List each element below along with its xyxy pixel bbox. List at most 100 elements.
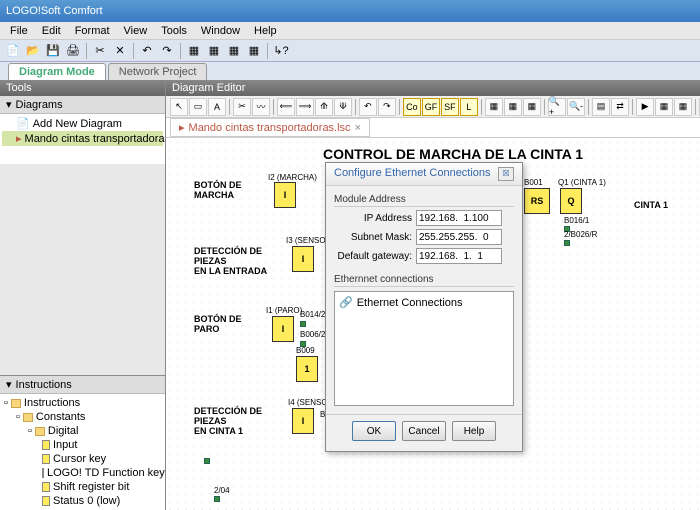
conv-icon[interactable]: ⇄	[611, 98, 629, 116]
menu-window[interactable]: Window	[195, 24, 246, 38]
label-i1: I1 (PARO)	[266, 306, 302, 315]
select-icon[interactable]: ▭	[189, 98, 207, 116]
tool-a-icon[interactable]: ▦	[185, 42, 203, 60]
instr-constants[interactable]: ▫Constants	[2, 410, 163, 424]
tab-diagram-mode[interactable]: Diagram Mode	[8, 63, 106, 80]
redo-icon[interactable]: ↷	[158, 42, 176, 60]
ip-label: IP Address	[334, 213, 412, 224]
tool-b-icon[interactable]: ▦	[205, 42, 223, 60]
label-b016: B016/1	[564, 216, 589, 225]
pointer-icon[interactable]: ↖	[170, 98, 188, 116]
co-icon[interactable]: Co	[403, 98, 421, 116]
instr-status0[interactable]: Status 0 (low)	[2, 494, 163, 508]
text-icon[interactable]: A	[208, 98, 226, 116]
block-i3[interactable]: I	[292, 246, 314, 272]
instr-shift[interactable]: Shift register bit	[2, 480, 163, 494]
block-i4[interactable]: I	[292, 408, 314, 434]
menu-help[interactable]: Help	[248, 24, 283, 38]
g3-icon[interactable]: ▦	[523, 98, 541, 116]
a1-icon[interactable]: ⟸	[277, 98, 295, 116]
ruler-icon[interactable]: 〰	[252, 98, 270, 116]
undo2-icon[interactable]: ↶	[359, 98, 377, 116]
undo-icon[interactable]: ↶	[138, 42, 156, 60]
dialog-title: Configure Ethernet Connections	[334, 167, 491, 181]
editor-toolbar: ↖ ▭ A ✂ 〰 ⟸ ⟹ ⟰ ⟱ ↶ ↷ Co GF SF L ▦ ▦ ▦ 🔍…	[166, 96, 700, 118]
gf-icon[interactable]: GF	[422, 98, 440, 116]
a2-icon[interactable]: ⟹	[296, 98, 314, 116]
page-icon[interactable]: ▤	[592, 98, 610, 116]
menu-format[interactable]: Format	[69, 24, 116, 38]
save-icon[interactable]: 💾	[44, 42, 62, 60]
a3-icon[interactable]: ⟰	[315, 98, 333, 116]
instr-digital[interactable]: ▫Digital	[2, 424, 163, 438]
sf-icon[interactable]: SF	[441, 98, 459, 116]
instr-cursor[interactable]: Cursor key	[2, 452, 163, 466]
a4-icon[interactable]: ⟱	[334, 98, 352, 116]
tab-network-project[interactable]: Network Project	[108, 63, 208, 80]
ok-button[interactable]: OK	[352, 421, 396, 441]
diagrams-header[interactable]: ▾Diagrams	[0, 96, 165, 114]
eth-connections-list[interactable]: 🔗 Ethernet Connections	[334, 291, 514, 406]
help-icon[interactable]: ↳?	[272, 42, 290, 60]
instr-td[interactable]: LOGO! TD Function key	[2, 466, 163, 480]
ip-input[interactable]	[416, 210, 502, 226]
redo2-icon[interactable]: ↷	[378, 98, 396, 116]
block-i1[interactable]: I	[272, 316, 294, 342]
label-b009: B009	[296, 346, 315, 355]
sim-icon[interactable]: ▶	[636, 98, 654, 116]
open-icon[interactable]: 📂	[24, 42, 42, 60]
g1-icon[interactable]: ▦	[485, 98, 503, 116]
menu-edit[interactable]: Edit	[36, 24, 67, 38]
cut-icon[interactable]: ✂	[91, 42, 109, 60]
l-icon[interactable]: L	[460, 98, 478, 116]
tool-d-icon[interactable]: ▦	[245, 42, 263, 60]
network-icon: 🔗	[339, 296, 353, 309]
block-i2[interactable]: I	[274, 182, 296, 208]
label-boton-marcha: BOTÓN DE MARCHA	[194, 180, 242, 200]
zoomout-icon[interactable]: 🔍-	[567, 98, 585, 116]
zoomin-icon[interactable]: 🔍+	[548, 98, 566, 116]
print-icon[interactable]: 🖨	[64, 42, 82, 60]
help-button[interactable]: Help	[452, 421, 496, 441]
block-q1[interactable]: Q	[560, 188, 582, 214]
t1-icon[interactable]: ▦	[655, 98, 673, 116]
editor-header: Diagram Editor	[166, 80, 700, 96]
dialog-title-bar[interactable]: Configure Ethernet Connections ☒	[326, 163, 522, 186]
mask-input[interactable]	[416, 229, 502, 245]
eth-conn-header: Ethernnet connections	[334, 274, 514, 287]
block-b009[interactable]: 1	[296, 356, 318, 382]
menu-file[interactable]: File	[4, 24, 34, 38]
pin-b014	[300, 321, 306, 327]
ethernet-dialog: Configure Ethernet Connections ☒ Module …	[325, 162, 523, 452]
label-deteccion-cinta: DETECCIÓN DE PIEZAS EN CINTA 1	[194, 406, 262, 436]
new-icon[interactable]: 📄	[4, 42, 22, 60]
gateway-label: Default gateway:	[334, 251, 412, 262]
pin-bottom	[204, 458, 210, 464]
label-q1: Q1 (CINTA 1)	[558, 178, 606, 187]
menu-bar: File Edit Format View Tools Window Help	[0, 22, 700, 40]
instr-input[interactable]: Input	[2, 438, 163, 452]
tool-c-icon[interactable]: ▦	[225, 42, 243, 60]
eth-root-item[interactable]: Ethernet Connections	[357, 297, 463, 309]
t2-icon[interactable]: ▦	[674, 98, 692, 116]
cancel-button[interactable]: Cancel	[402, 421, 446, 441]
add-new-diagram[interactable]: 📄Add New Diagram	[2, 116, 163, 131]
close-icon[interactable]: ☒	[498, 167, 514, 181]
diagram-item[interactable]: ▸Mando cintas transportadoras	[2, 131, 163, 146]
file-tab-item[interactable]: ▸Mando cintas transportadoras.lsc×	[170, 118, 370, 137]
main-toolbar: 📄 📂 💾 🖨 ✂ ✕ ↶ ↷ ▦ ▦ ▦ ▦ ↳?	[0, 40, 700, 62]
delete-icon[interactable]: ✕	[111, 42, 129, 60]
instructions-header[interactable]: ▾Instructions	[0, 376, 165, 394]
title-bar: LOGO!Soft Comfort	[0, 0, 700, 22]
menu-view[interactable]: View	[118, 24, 154, 38]
label-b006: B006/2	[300, 330, 325, 339]
canvas-title: CONTROL DE MARCHA DE LA CINTA 1	[323, 146, 583, 162]
cut2-icon[interactable]: ✂	[233, 98, 251, 116]
gateway-input[interactable]	[416, 248, 502, 264]
pin-204	[214, 496, 220, 502]
block-rs[interactable]: RS	[524, 188, 550, 214]
module-address-header: Module Address	[334, 194, 514, 207]
instr-root[interactable]: ▫Instructions	[2, 396, 163, 410]
menu-tools[interactable]: Tools	[155, 24, 193, 38]
g2-icon[interactable]: ▦	[504, 98, 522, 116]
